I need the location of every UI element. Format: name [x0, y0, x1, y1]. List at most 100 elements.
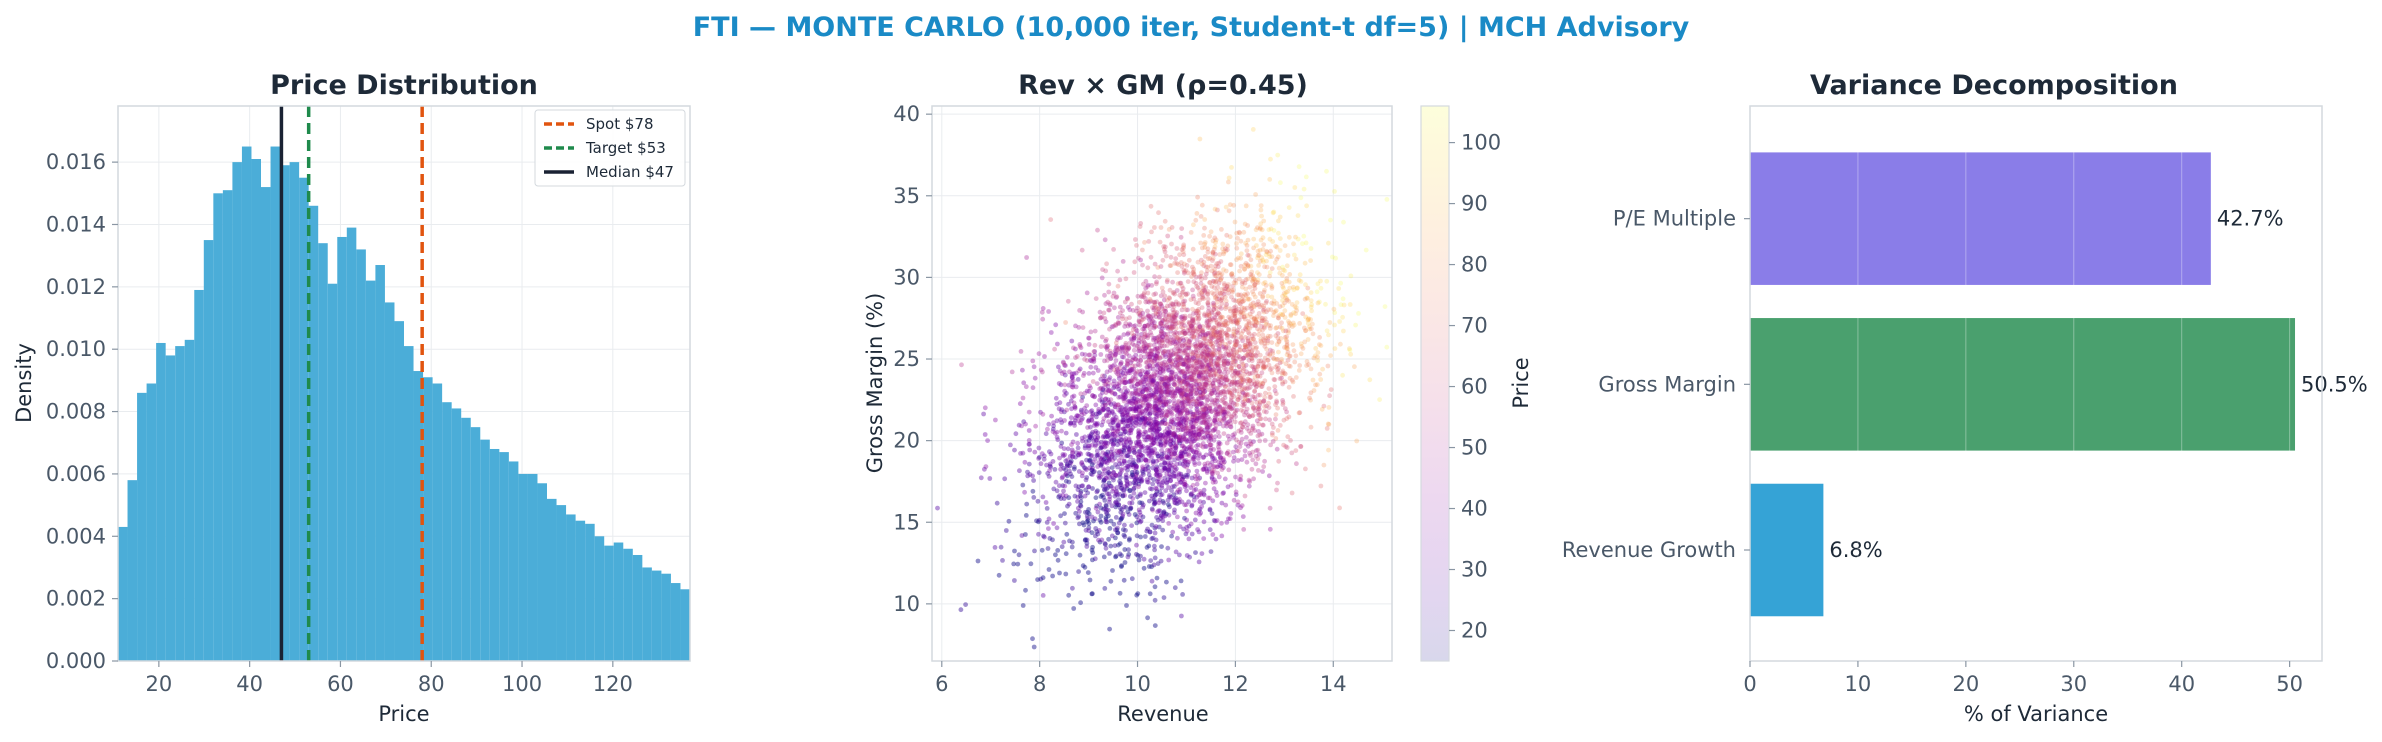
scatter-point — [1182, 315, 1187, 321]
scatter-point — [1174, 466, 1179, 472]
scatter-point — [1163, 253, 1169, 259]
scatter-point — [1252, 282, 1258, 288]
scatter-point — [1262, 280, 1268, 285]
scatter-point — [1228, 424, 1233, 429]
scatter-point — [1134, 533, 1140, 539]
scatter-point — [1115, 320, 1121, 325]
scatter-point — [1189, 502, 1195, 508]
scatter-point — [1054, 418, 1060, 424]
scatter-point — [1289, 377, 1295, 383]
scatter-point — [1165, 413, 1171, 418]
scatter-point — [1133, 237, 1138, 242]
scatter-point — [1061, 496, 1067, 501]
scatter-point — [1140, 411, 1146, 417]
scatter-point — [1087, 465, 1092, 471]
scatter-point — [1313, 382, 1318, 388]
scatter-point — [1062, 483, 1068, 489]
scatter-point — [1261, 281, 1266, 286]
scatter-point — [1262, 287, 1267, 293]
scatter-point — [1180, 325, 1186, 331]
scatter-point — [1245, 276, 1251, 282]
scatter-point — [1145, 451, 1151, 456]
scatter-point — [1162, 460, 1168, 465]
scatter-point — [975, 558, 981, 564]
scatter-point — [1131, 396, 1137, 401]
scatter-point — [1114, 500, 1120, 506]
scatter-point — [1158, 331, 1164, 337]
scatter-point — [1234, 319, 1239, 325]
scatter-point — [1107, 483, 1113, 489]
scatter-point — [1202, 463, 1208, 469]
scatter-point — [1219, 275, 1224, 281]
scatter-point — [1214, 361, 1220, 366]
scatter-point — [1073, 483, 1079, 489]
scatter-point — [1103, 451, 1109, 457]
scatter-point — [1038, 409, 1043, 415]
scatter-point — [1213, 361, 1219, 366]
scatter-point — [1218, 371, 1224, 377]
scatter-point — [1107, 626, 1112, 632]
scatter-point — [1127, 368, 1133, 373]
scatter-point — [1123, 350, 1128, 355]
scatter-point — [1104, 511, 1110, 517]
scatter-point — [1170, 373, 1176, 379]
scatter-point — [1162, 348, 1168, 354]
scatter-point — [1211, 285, 1217, 290]
scatter-point — [1209, 408, 1215, 414]
scatter-point — [1128, 360, 1134, 366]
scatter-point — [1305, 317, 1311, 323]
scatter-point — [1218, 382, 1224, 388]
scatter-point — [1255, 277, 1261, 283]
scatter-point — [1146, 479, 1151, 485]
scatter-point — [1194, 443, 1199, 449]
scatter-point — [1194, 387, 1199, 393]
scatter-point — [1173, 434, 1179, 440]
scatter-point — [1194, 284, 1200, 289]
scatter-point — [1082, 390, 1088, 396]
scatter-point — [1223, 420, 1229, 426]
scatter-point — [1227, 404, 1233, 410]
scatter-point — [1196, 559, 1202, 565]
scatter-point — [1242, 221, 1248, 227]
scatter-point — [1347, 346, 1352, 352]
scatter-point — [1307, 324, 1312, 330]
scatter-point — [1274, 398, 1279, 404]
scatter-point — [1170, 394, 1176, 400]
scatter-point — [1116, 407, 1121, 413]
scatter-point — [1382, 304, 1388, 309]
scatter-point — [1206, 323, 1211, 329]
scatter-point — [1133, 399, 1139, 405]
scatter-point — [1113, 473, 1119, 478]
scatter-point — [1042, 354, 1047, 359]
scatter-point — [1284, 409, 1289, 415]
scatter-point — [1051, 420, 1056, 426]
scatter-point — [1211, 302, 1217, 308]
scatter-point — [1180, 476, 1185, 482]
scatter-point — [1301, 233, 1307, 239]
scatter-point — [1153, 491, 1159, 497]
scatter-point — [1186, 453, 1192, 458]
scatter-point — [1229, 390, 1235, 396]
scatter-point — [1248, 337, 1254, 342]
scatter-point — [1202, 225, 1207, 231]
scatter-point — [1117, 482, 1123, 488]
scatter-point — [1109, 408, 1115, 414]
scatter-point — [1152, 584, 1158, 590]
scatter-point — [1125, 362, 1131, 367]
scatter-point — [1166, 451, 1172, 457]
scatter-point — [1075, 505, 1081, 511]
scatter-point — [1115, 492, 1120, 498]
scatter-point — [1244, 406, 1250, 412]
histogram-y-tick-label: 0.012 — [46, 275, 106, 299]
scatter-point — [1273, 333, 1279, 339]
scatter-point — [1111, 378, 1117, 384]
scatter-point — [1129, 337, 1135, 343]
scatter-point — [1078, 495, 1084, 501]
scatter-point — [1288, 321, 1294, 327]
scatter-point — [1126, 346, 1131, 352]
scatter-point — [1159, 318, 1165, 323]
scatter-point — [1093, 526, 1099, 531]
scatter-point — [1180, 408, 1185, 414]
scatter-point — [1168, 478, 1173, 484]
scatter-point — [1143, 360, 1149, 365]
